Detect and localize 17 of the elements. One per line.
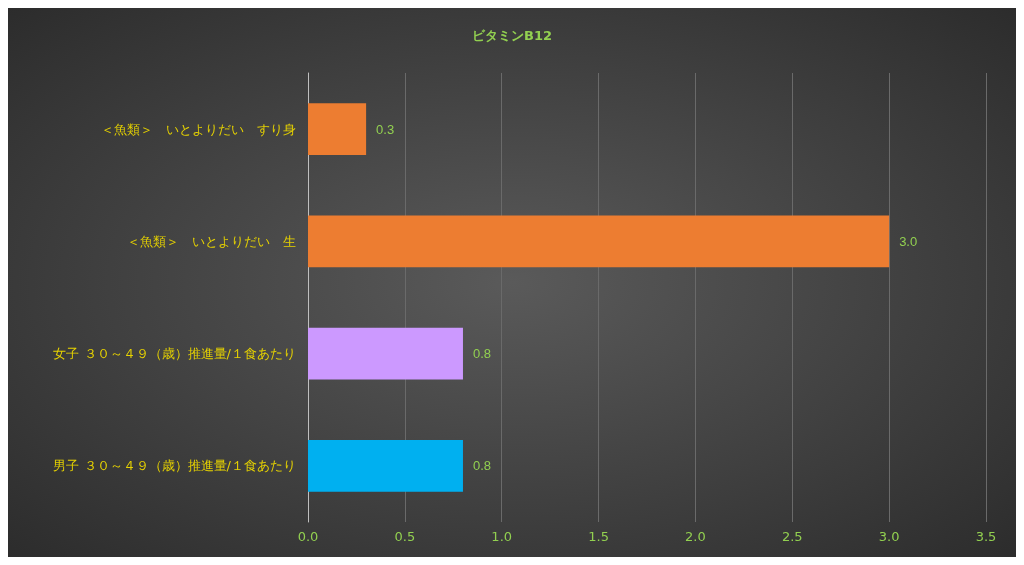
data-label: 0.8	[472, 346, 492, 362]
data-label: 0.3	[376, 121, 395, 137]
x-tick-label: 0.5	[394, 529, 416, 544]
x-tick-label: 2.0	[685, 529, 706, 544]
x-tick-label: 3.5	[975, 529, 997, 544]
x-tick-label: 2.5	[781, 529, 803, 544]
data-label: 0.8	[472, 458, 492, 474]
y-tick-label: ＜魚類＞ いとよりだい すり身	[101, 121, 296, 137]
x-tick-label: 0.0	[297, 529, 319, 544]
x-tick-label: 1.5	[588, 529, 609, 544]
y-tick-label: 男子 ３０～４９（歳）推進量/１食あたり	[53, 458, 296, 474]
x-tick-label: 3.0	[878, 529, 900, 544]
x-tick-label: 1.0	[491, 529, 513, 544]
y-tick-label: 女子 ３０～４９（歳）推進量/１食あたり	[53, 346, 296, 362]
y-tick-label: ＜魚類＞ いとよりだい 生	[127, 233, 296, 249]
data-label: 3.0	[899, 233, 918, 249]
chart-title: ビタミンB12	[472, 28, 552, 43]
